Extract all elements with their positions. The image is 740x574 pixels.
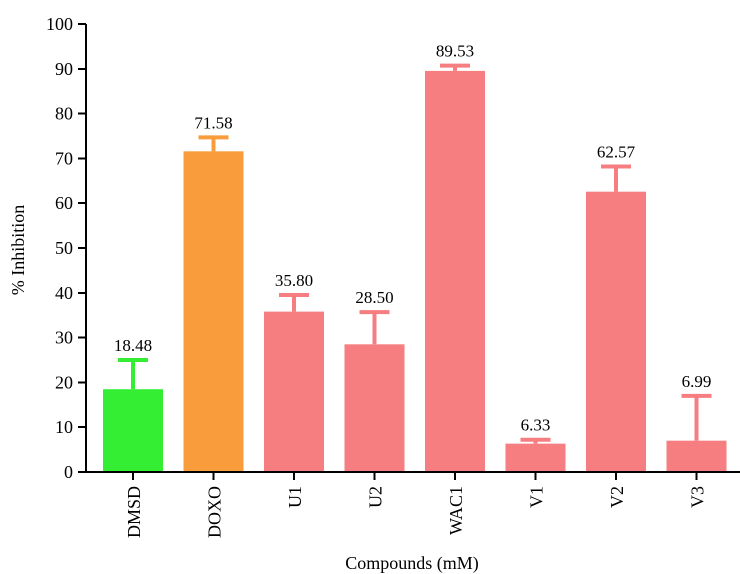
- x-tick-label-dmsd: DMSD: [124, 486, 144, 538]
- bar-dmsd: [103, 389, 163, 472]
- x-tick-label-doxo: DOXO: [205, 486, 225, 538]
- x-ticks-layer: DMSD DOXO U1 U2 WAC1 V1 V2 V3: [124, 472, 708, 538]
- y-tick-label: 60: [55, 193, 73, 213]
- x-tick-label-u2: U2: [366, 486, 386, 508]
- y-tick-label: 20: [55, 372, 73, 392]
- x-tick-label-v1: V1: [527, 486, 547, 508]
- x-tick-label-v3: V3: [688, 486, 708, 508]
- data-label-v2: 62.57: [597, 142, 636, 161]
- y-tick-label: 70: [55, 148, 73, 168]
- data-label-u2: 28.50: [355, 288, 393, 307]
- y-axis-title: % Inhibition: [8, 205, 28, 296]
- value-labels-layer: 18.48 71.58 35.80 28.50 89.53 6.33 62.57 6.99: [114, 42, 712, 435]
- bar-u2: [344, 344, 405, 472]
- y-tick-label: 30: [55, 328, 73, 348]
- y-tick-label: 90: [55, 59, 73, 79]
- bar-doxo: [183, 151, 244, 472]
- data-label-dmsd: 18.48: [114, 336, 152, 355]
- bar-v3: [666, 440, 727, 472]
- y-tick-label: 40: [55, 283, 73, 303]
- data-label-wac1: 89.53: [436, 42, 474, 61]
- bar-v2: [586, 191, 646, 472]
- x-tick-label-u1: U1: [285, 486, 305, 508]
- bar-wac1: [425, 70, 485, 472]
- x-axis-title: Compounds (mM): [345, 553, 479, 574]
- bar-u1: [264, 311, 324, 472]
- bars-layer: [103, 70, 727, 472]
- y-tick-label: 100: [46, 14, 73, 34]
- data-label-doxo: 71.58: [194, 113, 232, 132]
- error-bars-layer: [118, 63, 712, 444]
- y-ticks-layer: 0 10 20 30 40 50 60 70 80 90 100: [46, 14, 86, 482]
- data-label-v3: 6.99: [682, 372, 712, 391]
- y-tick-label: 50: [55, 238, 73, 258]
- data-label-v1: 6.33: [521, 416, 551, 435]
- x-tick-label-wac1: WAC1: [446, 486, 466, 535]
- bar-v1: [505, 443, 566, 472]
- x-tick-label-v2: V2: [607, 486, 627, 508]
- y-tick-label: 80: [55, 104, 73, 124]
- y-tick-label: 10: [55, 417, 73, 437]
- data-label-u1: 35.80: [275, 271, 313, 290]
- y-tick-label: 0: [64, 462, 73, 482]
